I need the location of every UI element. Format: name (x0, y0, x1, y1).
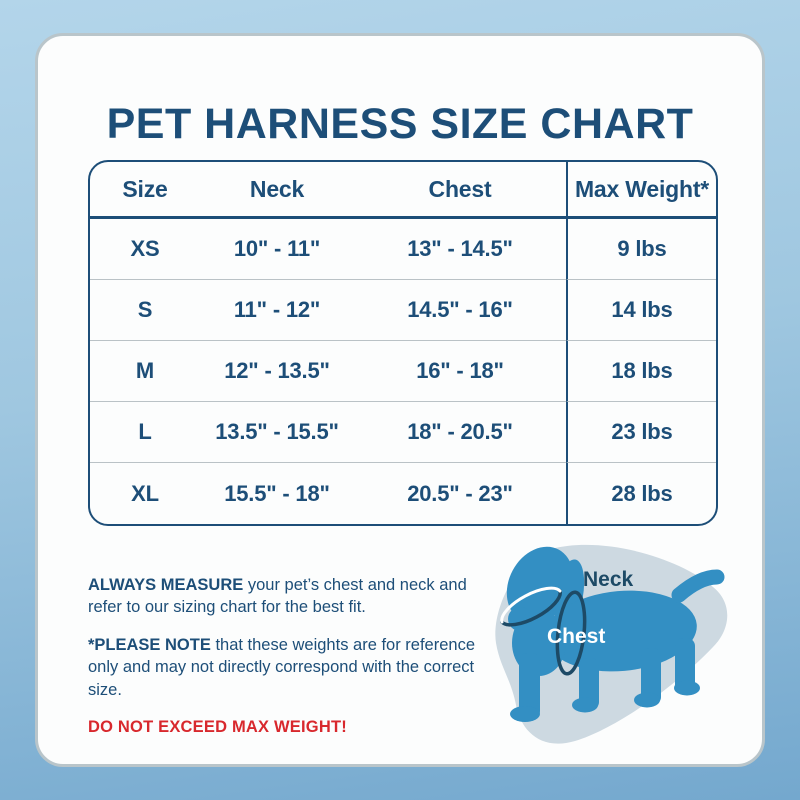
size-header: Size (90, 162, 200, 219)
chest-cell: 13" - 14.5" (354, 219, 566, 280)
please-note: *PLEASE NOTE that these weights are for … (88, 634, 490, 701)
dog-rear-paw (674, 680, 700, 696)
neck-cell: 15.5" - 18" (224, 480, 330, 506)
dog-front-paw (510, 706, 540, 722)
max-weight-cell: 23 lbs (566, 402, 716, 463)
size-chart-card: PET HARNESS SIZE CHART Size Neck Chest M… (35, 33, 765, 767)
max-weight-cell: 9 lbs (566, 219, 716, 280)
max-weight-cell: 14 lbs (566, 280, 716, 341)
dog-rear-leg (641, 648, 661, 705)
please-note-lead: *PLEASE NOTE (88, 635, 211, 654)
please-note-text: that these weights are for reference onl… (88, 635, 476, 699)
measure-note-text: your pet’s chest and neck and refer to o… (88, 576, 467, 617)
measure-note: ALWAYS MEASURE your pet’s chest and neck… (88, 574, 490, 619)
neck-measure-highlight (500, 586, 562, 624)
dog-rear-paw (634, 692, 660, 708)
dog-rear-leg (675, 638, 695, 693)
neck-label: Neck (583, 568, 634, 591)
size-cell: S (90, 280, 200, 341)
neck-header: Neck (200, 162, 354, 219)
max-weight-cell: 28 lbs (566, 463, 716, 524)
chest-cell: 18" - 20.5" (354, 402, 566, 463)
notes-section: ALWAYS MEASURE your pet’s chest and neck… (88, 574, 490, 754)
neck-measure-line (500, 589, 562, 627)
measure-note-lead: ALWAYS MEASURE (88, 576, 244, 594)
dog-measurement-diagram: Neck Chest (483, 533, 743, 763)
neck-cell: 10" - 11" (200, 219, 354, 280)
neck-cell: 12" - 13.5" (200, 341, 354, 402)
size-cell: M (90, 341, 200, 402)
neck-cell: 13.5" - 15.5" (200, 402, 354, 463)
max-weight-warning: DO NOT EXCEED MAX WEIGHT! (88, 718, 347, 737)
max-weight-header: Max Weight* (566, 162, 716, 219)
size-table: Size Neck Chest Max Weight* XS 10" - 11"… (88, 160, 718, 526)
neck-cell: 11" - 12" (200, 280, 354, 341)
chest-cell: 20.5" - 23" (407, 480, 513, 506)
size-cell: L (90, 402, 200, 463)
chest-cell: 14.5" - 16" (354, 280, 566, 341)
chest-cell: 16" - 18" (354, 341, 566, 402)
dog-tail (671, 569, 725, 603)
max-weight-cell: 18 lbs (566, 341, 716, 402)
size-cell: XS (90, 219, 200, 280)
chest-label: Chest (547, 625, 605, 648)
page-title: PET HARNESS SIZE CHART (106, 100, 694, 148)
chest-measure-line (555, 590, 587, 676)
chest-header: Chest (354, 162, 566, 219)
size-cell: XL (131, 480, 159, 506)
dog-front-paw (572, 697, 598, 713)
dog-front-leg (519, 653, 540, 719)
dog-front-leg (579, 658, 599, 710)
